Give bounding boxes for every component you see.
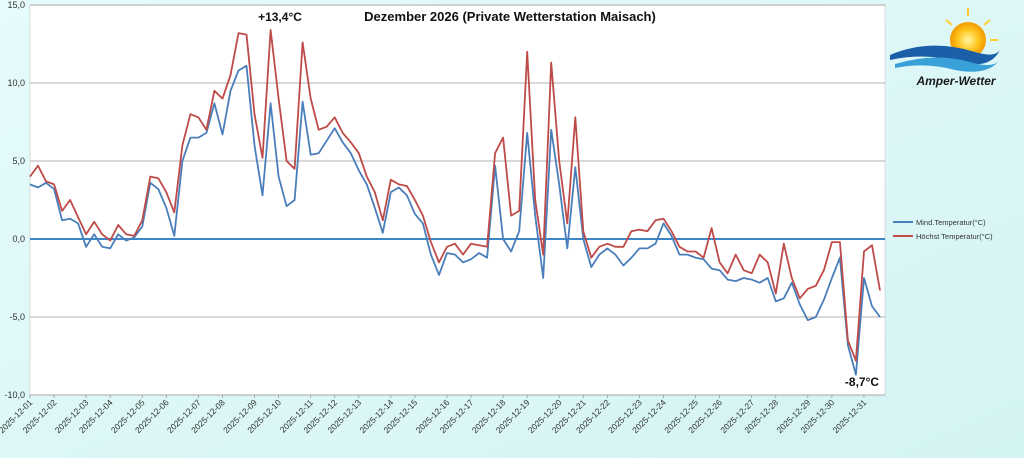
logo: Amper-Wetter xyxy=(890,8,1000,88)
legend-label: Mind.Temperatur(°C) xyxy=(916,218,986,227)
plot-area xyxy=(29,4,886,396)
y-tick-label: -5,0 xyxy=(9,312,25,322)
annotation: -8,7°C xyxy=(845,375,879,389)
y-tick-label: 0,0 xyxy=(12,234,25,244)
y-tick-label: -10,0 xyxy=(4,390,25,400)
chart-title: Dezember 2026 (Private Wetterstation Mai… xyxy=(364,9,656,24)
legend-label: Höchst Temperatur(°C) xyxy=(916,232,993,241)
series-line xyxy=(29,64,881,376)
y-tick-label: 10,0 xyxy=(7,78,25,88)
y-tick-label: 15,0 xyxy=(7,0,25,10)
y-tick-label: 5,0 xyxy=(12,156,25,166)
series-line xyxy=(29,29,881,362)
annotation: +13,4°C xyxy=(258,10,302,24)
logo-text: Amper-Wetter xyxy=(915,74,996,88)
